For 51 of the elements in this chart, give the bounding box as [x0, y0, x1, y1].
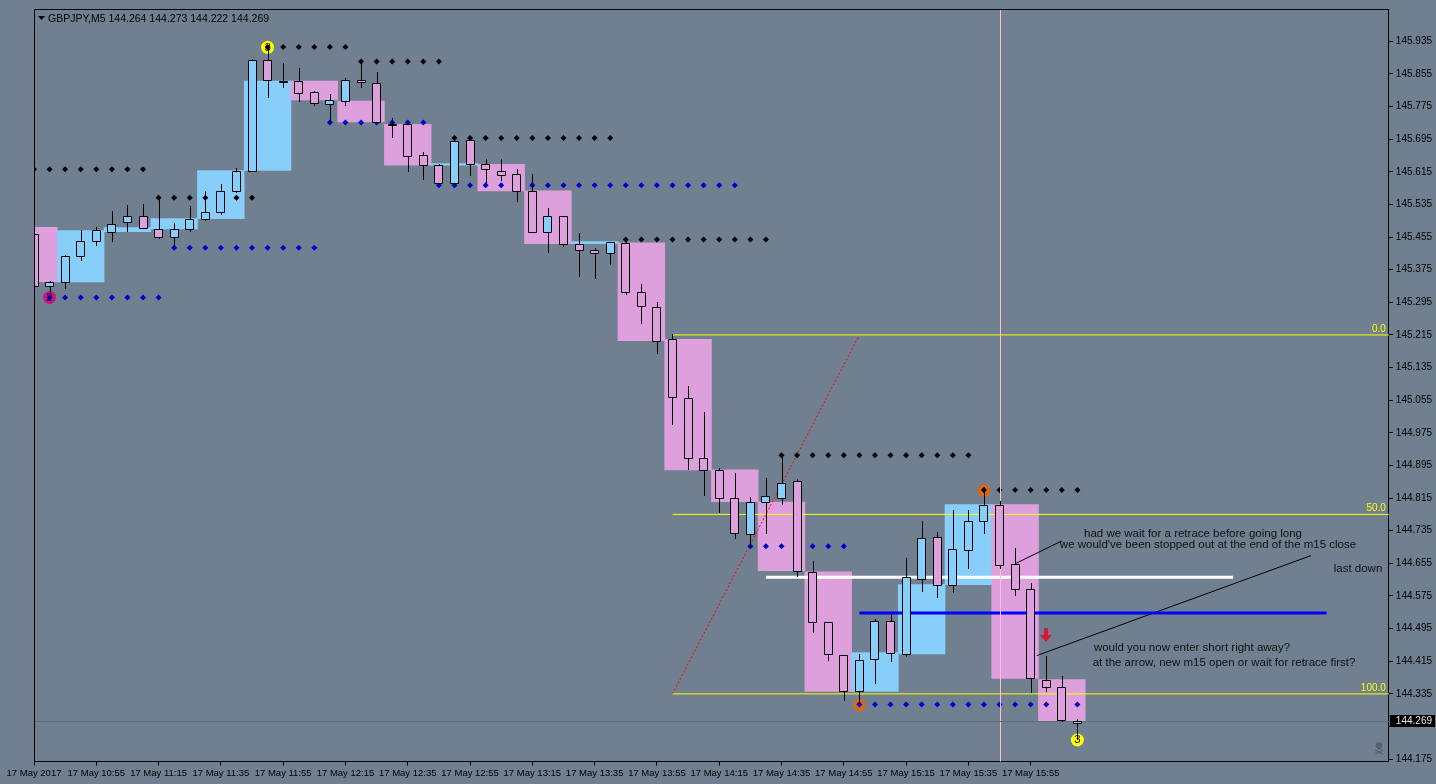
- y-tick-label: 145.615: [1395, 165, 1433, 177]
- x-tick-label: 17 May 13:55: [628, 766, 686, 778]
- ref-line-label: 144.269: [1395, 715, 1433, 727]
- y-tick-label: 145.375: [1395, 263, 1433, 275]
- annotation: last down: [1333, 562, 1383, 575]
- annotation: 3: [1074, 733, 1081, 746]
- y-tick-label: 145.535: [1395, 198, 1433, 210]
- y-tick-label: 145.855: [1395, 67, 1433, 79]
- x-tick-label: 17 May 13:15: [503, 766, 562, 778]
- y-tick-label: 145.055: [1395, 393, 1433, 405]
- x-tick-label: 17 May 15:35: [939, 766, 998, 778]
- y-tick-label: 144.655: [1395, 557, 1433, 569]
- y-tick-label: 144.495: [1395, 622, 1433, 634]
- y-tick-label: 144.815: [1395, 491, 1433, 503]
- chart-title: GBPJPY,M5 144.264 144.273 144.222 144.269: [48, 12, 270, 24]
- x-tick-label: 17 May 12:35: [378, 766, 437, 778]
- annotation: 2: [46, 290, 53, 303]
- annotation: 3: [264, 40, 271, 53]
- y-tick-label: 144.895: [1395, 459, 1433, 471]
- y-tick-label: 144.975: [1395, 426, 1433, 438]
- x-tick-label: 17 May 14:55: [815, 766, 873, 778]
- y-tick-label: 144.575: [1395, 589, 1433, 601]
- annotation: would you now enter short right away?: [1092, 641, 1291, 654]
- y-tick-label: 145.135: [1395, 361, 1433, 373]
- series-label: 100.0: [1360, 681, 1387, 693]
- y-tick-label: 145.775: [1395, 100, 1433, 112]
- annotation: had we wait for a retrace before going long: [1084, 526, 1302, 539]
- x-tick-label: 17 May 14:15: [690, 766, 748, 778]
- annotation: at the arrow, new m15 open or wait for retrace first?: [1092, 656, 1356, 669]
- x-tick-label: 17 May 11:35: [192, 766, 250, 778]
- x-tick-label: 17 May 14:35: [752, 766, 811, 778]
- y-tick-label: 145.295: [1395, 296, 1433, 308]
- x-tick-label: 17 May 11:15: [130, 766, 188, 778]
- y-tick-label: 144.735: [1395, 524, 1433, 536]
- x-tick-label: 17 May 15:55: [1001, 766, 1060, 778]
- x-tick-label: 17 May 10:55: [67, 766, 126, 778]
- series-label: 0.0: [1371, 322, 1387, 334]
- y-tick-label: 145.695: [1395, 132, 1433, 144]
- x-tick-label: 17 May 15:15: [877, 766, 935, 778]
- x-tick-label: 17 May 11:55: [254, 766, 312, 778]
- x-tick-label: 17 May 12:55: [441, 766, 499, 778]
- y-tick-label: 145.455: [1395, 230, 1433, 242]
- y-tick-label: 145.935: [1395, 34, 1433, 46]
- x-tick-label: 17 May 13:35: [565, 766, 624, 778]
- y-tick-label: 144.415: [1395, 655, 1433, 666]
- series-label: 50.0: [1366, 502, 1387, 514]
- y-tick-label: 144.175: [1395, 752, 1433, 764]
- y-tick-label: 145.215: [1395, 328, 1433, 340]
- x-tick-label: 17 May 2017: [6, 766, 62, 778]
- y-tick-label: 144.335: [1395, 687, 1433, 699]
- x-tick-label: 17 May 12:15: [316, 766, 375, 778]
